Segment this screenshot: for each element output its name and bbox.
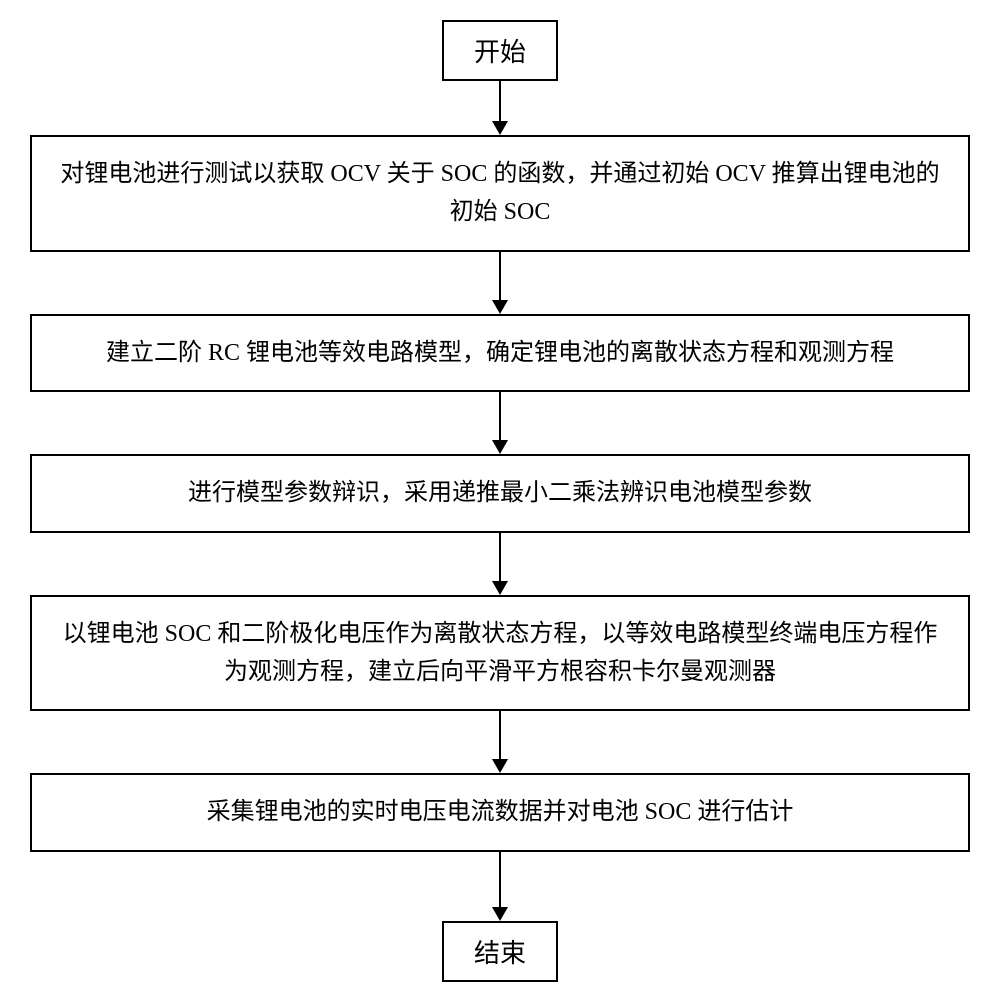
arrow-line [499, 81, 501, 121]
arrow-line [499, 533, 501, 581]
arrow-line [499, 711, 501, 759]
step4-label: 以锂电池 SOC 和二阶极化电压作为离散状态方程，以等效电路模型终端电压方程作为… [63, 621, 938, 685]
arrow-line [499, 392, 501, 440]
arrow-head-icon [492, 300, 508, 314]
step3-node: 进行模型参数辩识，采用递推最小二乘法辨识电池模型参数 [30, 454, 970, 532]
arrow-head-icon [492, 121, 508, 135]
arrow-2 [492, 252, 508, 314]
arrow-line [499, 252, 501, 300]
step5-node: 采集锂电池的实时电压电流数据并对电池 SOC 进行估计 [30, 773, 970, 851]
step2-node: 建立二阶 RC 锂电池等效电路模型，确定锂电池的离散状态方程和观测方程 [30, 314, 970, 392]
end-label: 结束 [474, 939, 526, 968]
step1-node: 对锂电池进行测试以获取 OCV 关于 SOC 的函数，并通过初始 OCV 推算出… [30, 135, 970, 252]
arrow-line [499, 852, 501, 907]
arrow-head-icon [492, 440, 508, 454]
flowchart-container: 开始 对锂电池进行测试以获取 OCV 关于 SOC 的函数，并通过初始 OCV … [0, 0, 1000, 1002]
end-node: 结束 [442, 921, 558, 982]
step2-label: 建立二阶 RC 锂电池等效电路模型，确定锂电池的离散状态方程和观测方程 [106, 340, 894, 366]
arrow-3 [492, 392, 508, 454]
arrow-5 [492, 711, 508, 773]
step1-label: 对锂电池进行测试以获取 OCV 关于 SOC 的函数，并通过初始 OCV 推算出… [60, 161, 939, 225]
arrow-6 [492, 852, 508, 921]
arrow-head-icon [492, 581, 508, 595]
start-node: 开始 [442, 20, 558, 81]
arrow-head-icon [492, 907, 508, 921]
arrow-head-icon [492, 759, 508, 773]
step3-label: 进行模型参数辩识，采用递推最小二乘法辨识电池模型参数 [188, 480, 812, 506]
arrow-4 [492, 533, 508, 595]
start-label: 开始 [474, 38, 526, 67]
arrow-1 [492, 81, 508, 135]
step5-label: 采集锂电池的实时电压电流数据并对电池 SOC 进行估计 [207, 799, 794, 825]
step4-node: 以锂电池 SOC 和二阶极化电压作为离散状态方程，以等效电路模型终端电压方程作为… [30, 595, 970, 712]
